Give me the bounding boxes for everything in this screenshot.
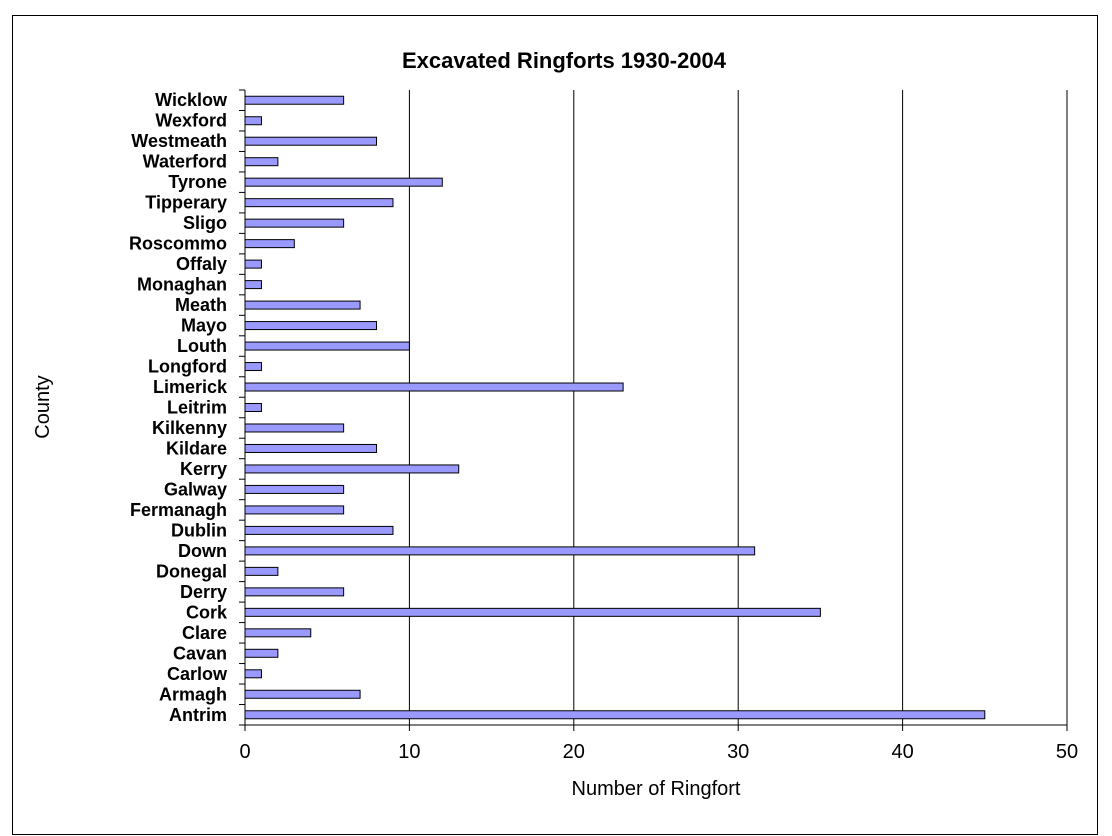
bar-clare	[244, 628, 312, 638]
category-label-leitrim: Leitrim	[167, 398, 227, 418]
bar-kildare	[244, 443, 378, 453]
bar-galway	[244, 484, 345, 494]
bar-roscommo	[244, 239, 295, 249]
bars	[244, 95, 986, 720]
category-label-monaghan: Monaghan	[137, 275, 227, 295]
bar-armagh	[244, 689, 361, 699]
category-label-fermanagh: Fermanagh	[130, 500, 227, 520]
category-label-kerry: Kerry	[180, 459, 227, 479]
bar-limerick	[244, 382, 624, 392]
axes	[239, 89, 1068, 731]
bar-tipperary	[244, 198, 394, 208]
chart-title: Excavated Ringforts 1930-2004	[402, 48, 727, 73]
bar-mayo	[244, 321, 378, 331]
category-label-cavan: Cavan	[173, 643, 227, 663]
category-label-clare: Clare	[182, 623, 227, 643]
category-label-mayo: Mayo	[181, 316, 227, 336]
y-axis-title: County	[32, 375, 54, 438]
category-label-derry: Derry	[180, 582, 227, 602]
x-tick-label: 20	[563, 741, 585, 763]
category-label-louth: Louth	[177, 336, 227, 356]
x-tick-label: 0	[239, 741, 250, 763]
bar-sligo	[244, 218, 345, 228]
category-label-donegal: Donegal	[156, 561, 227, 581]
bar-waterford	[244, 157, 279, 167]
category-label-armagh: Armagh	[159, 684, 227, 704]
category-label-kilkenny: Kilkenny	[152, 418, 227, 438]
category-label-antrim: Antrim	[169, 705, 227, 725]
category-label-westmeath: Westmeath	[131, 131, 227, 151]
category-label-meath: Meath	[175, 295, 227, 315]
category-label-galway: Galway	[164, 479, 227, 499]
bar-wicklow	[244, 95, 345, 105]
category-labels: AntrimArmaghCarlowCavanClareCorkDerryDon…	[129, 90, 228, 725]
bar-offaly	[244, 259, 262, 269]
ringforts-bar-chart: Excavated Ringforts 1930-2004 AntrimArma…	[32, 48, 1078, 800]
bar-cork	[244, 607, 821, 617]
category-label-longford: Longford	[148, 357, 227, 377]
category-label-dublin: Dublin	[171, 520, 227, 540]
bar-westmeath	[244, 136, 378, 146]
bar-kerry	[244, 464, 460, 474]
bar-wexford	[244, 116, 262, 126]
x-tick-label: 50	[1056, 741, 1078, 763]
x-tick-label: 10	[398, 741, 420, 763]
bar-leitrim	[244, 403, 262, 412]
bar-tyrone	[244, 177, 443, 187]
chart-frame: Excavated Ringforts 1930-2004 Antrim Arma…	[12, 15, 1098, 835]
category-label-wexford: Wexford	[155, 111, 227, 131]
category-label-sligo: Sligo	[183, 213, 227, 233]
category-label-tipperary: Tipperary	[145, 193, 227, 213]
x-axis-title: Number of Ringfort	[572, 778, 741, 800]
bar-fermanagh	[244, 505, 345, 515]
bar-antrim	[244, 710, 986, 720]
x-tick-label: 30	[727, 741, 749, 763]
bar-kilkenny	[244, 423, 345, 433]
category-label-offaly: Offaly	[176, 254, 227, 274]
category-label-kildare: Kildare	[166, 438, 227, 458]
category-label-cork: Cork	[186, 602, 228, 622]
category-label-roscommo: Roscommo	[129, 234, 227, 254]
category-label-tyrone: Tyrone	[168, 172, 227, 192]
category-label-limerick: Limerick	[153, 377, 228, 397]
x-tick-label: 40	[891, 741, 913, 763]
category-label-wicklow: Wicklow	[155, 90, 228, 110]
category-label-carlow: Carlow	[167, 664, 228, 684]
bar-cavan	[244, 648, 279, 658]
bar-down	[244, 546, 756, 556]
bar-louth	[244, 341, 410, 351]
bar-donegal	[244, 566, 279, 576]
category-label-down: Down	[178, 541, 227, 561]
bar-meath	[244, 300, 361, 310]
bar-monaghan	[244, 280, 262, 290]
bar-carlow	[244, 669, 262, 679]
bar-dublin	[244, 525, 394, 535]
x-tick-labels: 0 10 20 30 40 50	[239, 741, 1078, 763]
category-label-waterford: Waterford	[143, 152, 227, 172]
bar-longford	[244, 362, 262, 372]
gridlines	[408, 90, 1068, 725]
bar-derry	[244, 587, 345, 597]
